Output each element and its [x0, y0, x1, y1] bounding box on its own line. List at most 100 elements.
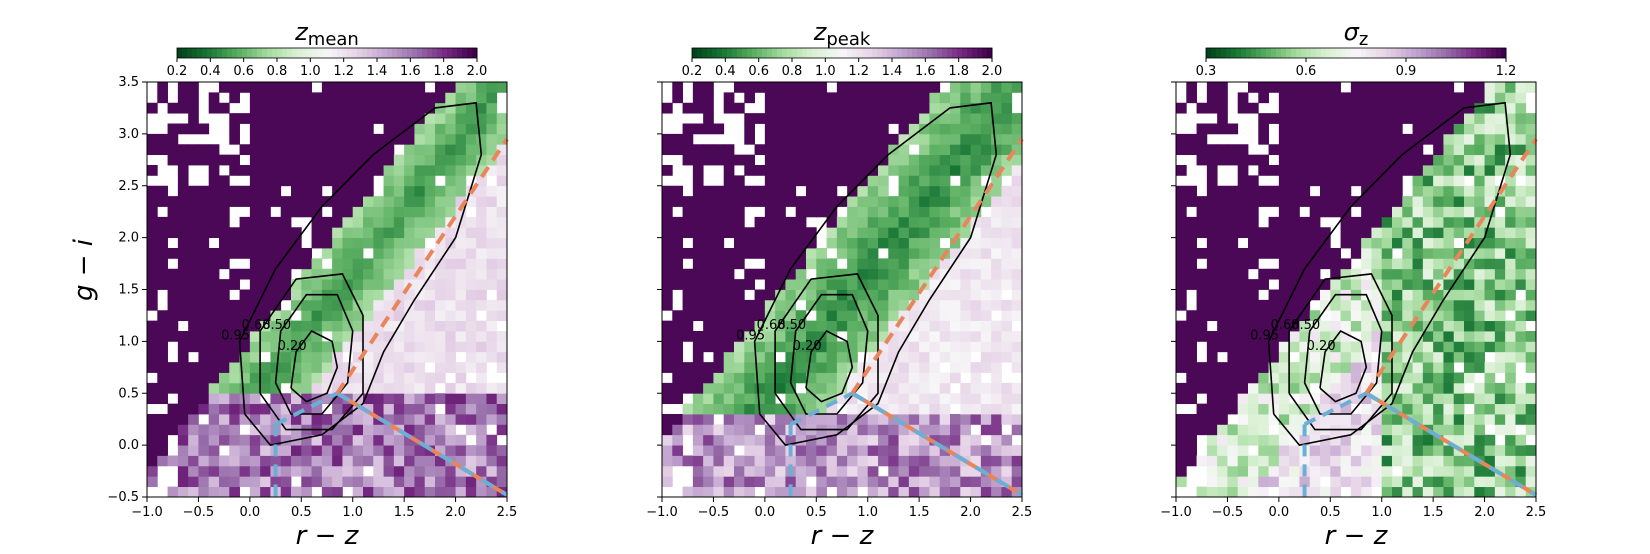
heatmap-cell	[1474, 341, 1485, 353]
heatmap-cell	[342, 465, 354, 477]
heatmap-cell	[1206, 455, 1218, 467]
heatmap-cell	[816, 320, 827, 332]
heatmap-cell	[970, 237, 982, 249]
heatmap-cell	[1330, 144, 1341, 156]
heatmap-cell	[1309, 258, 1321, 270]
heatmap-cell	[1309, 144, 1321, 156]
heatmap-cell	[219, 82, 230, 93]
heatmap-cell	[785, 299, 797, 311]
heatmap-cell	[1381, 113, 1393, 124]
heatmap-cell	[754, 185, 766, 197]
heatmap-cell	[424, 133, 436, 145]
heatmap-cell	[383, 154, 395, 166]
heatmap-cell	[208, 393, 220, 405]
heatmap-cell	[1525, 424, 1537, 436]
heatmap-cell	[455, 258, 467, 270]
heatmap-cell	[662, 455, 673, 467]
heatmap-cell	[1186, 268, 1197, 280]
heatmap-cell	[980, 320, 992, 332]
heatmap-cell	[1350, 310, 1362, 322]
heatmap-cell	[445, 393, 456, 405]
heatmap-cell	[970, 279, 982, 290]
heatmap-cell	[795, 362, 807, 373]
heatmap-cell	[1011, 216, 1023, 228]
heatmap-cell	[754, 227, 766, 239]
heatmap-cell	[1443, 486, 1455, 498]
heatmap-cell	[1350, 445, 1362, 456]
heatmap-cell	[703, 92, 714, 104]
heatmap-cell	[1525, 133, 1537, 145]
heatmap-cell	[1278, 123, 1290, 135]
colorbar-tick-label: 0.8	[267, 64, 288, 79]
heatmap-cell	[1237, 403, 1249, 415]
heatmap-cell	[1392, 185, 1403, 197]
heatmap-cell	[1206, 102, 1218, 114]
heatmap-cell	[795, 476, 807, 488]
heatmap-cell	[1392, 144, 1403, 156]
heatmap-cell	[435, 351, 446, 363]
heatmap-cell	[1320, 414, 1331, 425]
heatmap-cell	[713, 299, 725, 311]
heatmap-cell	[775, 227, 786, 239]
heatmap-cell	[1289, 216, 1300, 228]
heatmap-cell	[476, 123, 487, 135]
heatmap-cell	[703, 258, 714, 270]
colorbar-segment	[697, 48, 703, 58]
heatmap-cell	[291, 403, 302, 415]
heatmap-cell	[816, 175, 827, 187]
heatmap-cell	[147, 227, 158, 239]
contour-0.50	[274, 293, 354, 415]
heatmap-cell	[888, 258, 899, 270]
heatmap-cell	[393, 279, 405, 290]
heatmap-cell	[1299, 216, 1311, 228]
heatmap-cell	[363, 310, 374, 322]
heatmap-cell	[1361, 486, 1372, 498]
heatmap-cell	[888, 476, 899, 488]
colorbar-segment	[1486, 48, 1492, 58]
heatmap-cell	[1453, 123, 1465, 135]
heatmap-cell	[311, 268, 323, 280]
heatmap-cell	[1206, 279, 1218, 290]
heatmap-cell	[373, 248, 384, 259]
heatmap-cell	[177, 268, 189, 280]
heatmap-cell	[229, 362, 240, 373]
heatmap-cell	[1515, 92, 1527, 104]
heatmap-cell	[816, 341, 827, 353]
heatmap-cell	[445, 123, 456, 135]
heatmap-cell	[970, 82, 982, 93]
x-tick-label: −0.5	[1212, 505, 1244, 520]
heatmap-cell	[754, 299, 766, 311]
heatmap-cell	[1494, 476, 1506, 488]
heatmap-cell	[476, 434, 487, 446]
heatmap-cell	[280, 123, 292, 135]
heatmap-cell	[1227, 476, 1239, 488]
heatmap-cell	[692, 289, 704, 301]
heatmap-cell	[1392, 268, 1403, 280]
heatmap-cell	[1412, 455, 1424, 467]
heatmap-cell	[1217, 206, 1228, 218]
heatmap-cell	[1289, 82, 1300, 93]
heatmap-cell	[1402, 331, 1413, 342]
heatmap-cell	[208, 289, 220, 301]
heatmap-cell	[249, 196, 261, 207]
heatmap-cell	[980, 123, 992, 135]
heatmap-cell	[465, 382, 477, 394]
heatmap-cell	[1278, 434, 1290, 446]
colorbar-tick-label: 1.6	[915, 64, 936, 79]
colorbar-segment	[1401, 48, 1407, 58]
heatmap-cell	[1309, 175, 1321, 187]
heatmap-cell	[465, 310, 477, 322]
heatmap-cell	[867, 403, 879, 415]
heatmap-cell	[1340, 414, 1352, 425]
heatmap-cell	[260, 289, 271, 301]
heatmap-cell	[1227, 144, 1239, 156]
heatmap-cell	[280, 331, 292, 342]
heatmap-cell	[1412, 362, 1424, 373]
heatmap-cell	[393, 289, 405, 301]
heatmap-cell	[414, 351, 426, 363]
heatmap-cell	[1392, 92, 1403, 104]
heatmap-cell	[1299, 331, 1311, 342]
colorbar-segment	[1251, 48, 1257, 58]
heatmap-cell	[826, 403, 838, 415]
heatmap-cell	[1011, 382, 1023, 394]
